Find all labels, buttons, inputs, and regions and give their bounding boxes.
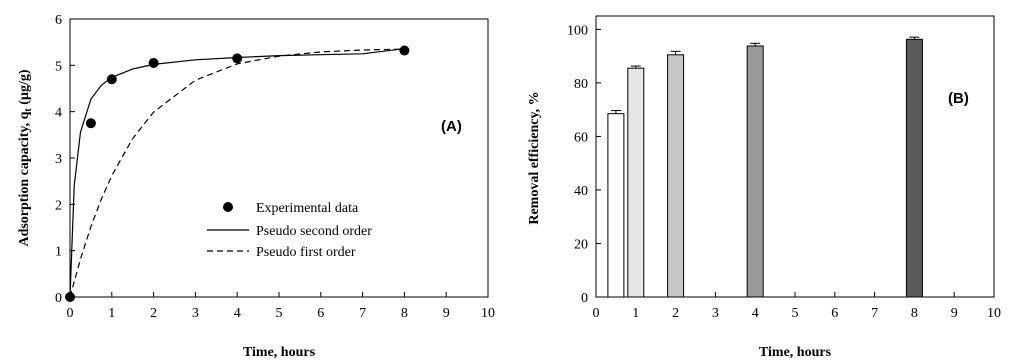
panel-a-y-axis-label: Adsorption capacity, qt (µg/g) (17, 69, 34, 246)
panel-b-x-axis-ticks: 0 1 2 3 4 5 6 7 8 9 10 (593, 292, 1001, 321)
x-tick-label: 3 (712, 306, 719, 321)
panel-a-legend: Experimental data Pseudo second order Ps… (207, 201, 372, 260)
panel-b-plot-frame (595, 15, 995, 298)
bar (627, 67, 645, 298)
x-tick-label: 3 (192, 306, 199, 321)
x-tick-label: 9 (443, 306, 450, 321)
panel-b-y-axis-label: Removal efficiency, % (527, 91, 542, 224)
panel-b-x-axis-label: Time, hours (759, 345, 832, 360)
y-tick-label: 20 (574, 237, 588, 252)
panel-a-y-axis-ticks: 0 1 2 3 4 5 6 (55, 13, 75, 306)
y-tick-label: 0 (581, 291, 588, 306)
panel-a: 0 1 2 3 4 5 6 0 1 2 3 4 5 6 7 8 9 10 (A) Experimental da… (17, 13, 495, 360)
y-tick-label: 60 (574, 130, 588, 145)
x-tick-label: 1 (632, 306, 639, 321)
y-tick-label: 80 (574, 77, 588, 92)
x-tick-label: 8 (911, 306, 918, 321)
x-tick-label: 7 (359, 306, 366, 321)
bar (607, 113, 625, 298)
panel-a-y-axis-label-main: Adsorption capacity, q (17, 111, 32, 246)
experimental-data-point (399, 45, 410, 56)
y-tick-label: 1 (55, 245, 62, 260)
experimental-data-point (85, 118, 96, 129)
legend-label-experimental: Experimental data (256, 201, 359, 216)
x-tick-label: 4 (752, 306, 759, 321)
panel-a-x-axis-ticks: 0 1 2 3 4 5 6 7 8 9 10 (67, 292, 495, 321)
x-tick-label: 2 (150, 306, 157, 321)
x-tick-label: 2 (672, 306, 679, 321)
x-tick-label: 5 (276, 306, 283, 321)
panel-b-bars (607, 36, 923, 298)
x-tick-label: 6 (831, 306, 838, 321)
x-tick-label: 10 (481, 306, 495, 321)
x-tick-label: 0 (593, 306, 600, 321)
panel-a-x-axis-label: Time, hours (243, 345, 316, 360)
y-tick-label: 6 (55, 13, 62, 28)
panel-a-plot-frame (69, 18, 489, 298)
y-tick-label: 5 (55, 59, 62, 74)
panel-a-data-points (65, 45, 410, 302)
panel-a-series-lines (69, 48, 405, 298)
x-tick-label: 9 (951, 306, 958, 321)
x-tick-label: 7 (871, 306, 878, 321)
legend-marker-experimental (223, 202, 233, 212)
legend-label-first-order: Pseudo first order (256, 245, 356, 260)
panel-a-label: (A) (441, 118, 462, 135)
pseudo-first-order-line (69, 48, 405, 298)
x-tick-label: 6 (317, 306, 324, 321)
x-tick-label: 1 (108, 306, 115, 321)
x-tick-label: 0 (67, 306, 74, 321)
y-tick-label: 4 (55, 106, 62, 121)
x-tick-label: 5 (792, 306, 799, 321)
panel-a-y-axis-label-unit: (µg/g) (17, 69, 32, 108)
experimental-data-point (148, 58, 159, 69)
y-tick-label: 3 (55, 152, 62, 167)
y-tick-label: 100 (567, 23, 588, 38)
y-tick-label: 2 (55, 198, 62, 213)
legend-label-second-order: Pseudo second order (256, 224, 372, 239)
experimental-data-point (106, 74, 117, 85)
x-tick-label: 4 (234, 306, 241, 321)
y-tick-label: 0 (55, 291, 62, 306)
bar (905, 38, 923, 298)
panel-a-y-axis-label-sub: t (23, 108, 34, 112)
bar (667, 54, 685, 298)
experimental-data-point (232, 53, 243, 64)
panel-b-label: (B) (948, 90, 969, 107)
panel-b-y-axis-ticks: 0 20 40 60 80 100 (567, 23, 601, 306)
bar (746, 45, 764, 298)
panel-b: 0 20 40 60 80 100 0 1 2 3 4 5 6 7 8 9 10 (B) Time, hour… (527, 15, 1001, 360)
x-tick-label: 8 (401, 306, 408, 321)
y-tick-label: 40 (574, 184, 588, 199)
x-tick-label: 10 (987, 306, 1001, 321)
pseudo-second-order-line (69, 48, 405, 298)
